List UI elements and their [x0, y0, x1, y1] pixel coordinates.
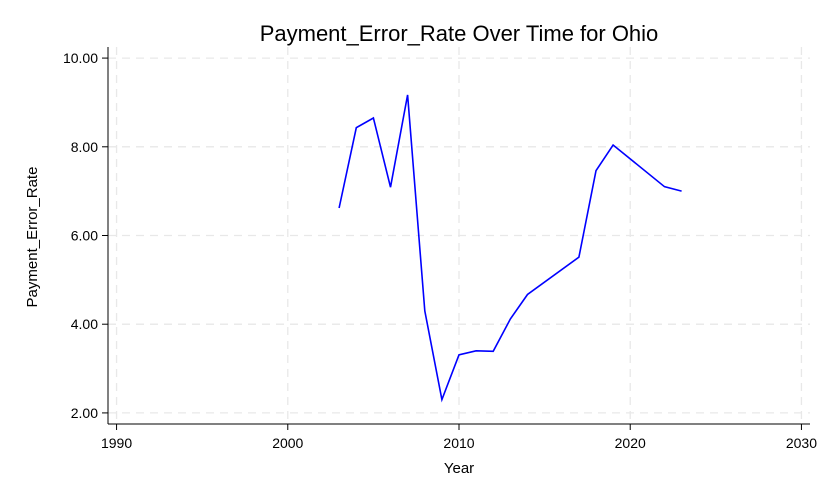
x-tick-label: 2030 [786, 435, 817, 451]
gridlines [108, 47, 810, 424]
y-tick-label: 2.00 [71, 405, 98, 421]
x-tick-label: 2000 [272, 435, 303, 451]
x-axis-label: Year [444, 460, 474, 477]
chart-title: Payment_Error_Rate Over Time for Ohio [260, 21, 659, 46]
y-tick-label: 10.00 [63, 50, 98, 66]
y-tick-label: 8.00 [71, 139, 98, 155]
x-tick-label: 1990 [101, 435, 132, 451]
y-tick-label: 4.00 [71, 316, 98, 332]
series-layer [338, 94, 682, 403]
x-tick-label: 2020 [615, 435, 646, 451]
y-tick-label: 6.00 [71, 228, 98, 244]
y-axis-label: Payment_Error_Rate [24, 167, 41, 308]
ticks: 2.00 4.00 6.00 8.00 10.00 1990 2000 2010 2020 203… [63, 50, 817, 451]
x-tick-label: 2010 [443, 435, 474, 451]
